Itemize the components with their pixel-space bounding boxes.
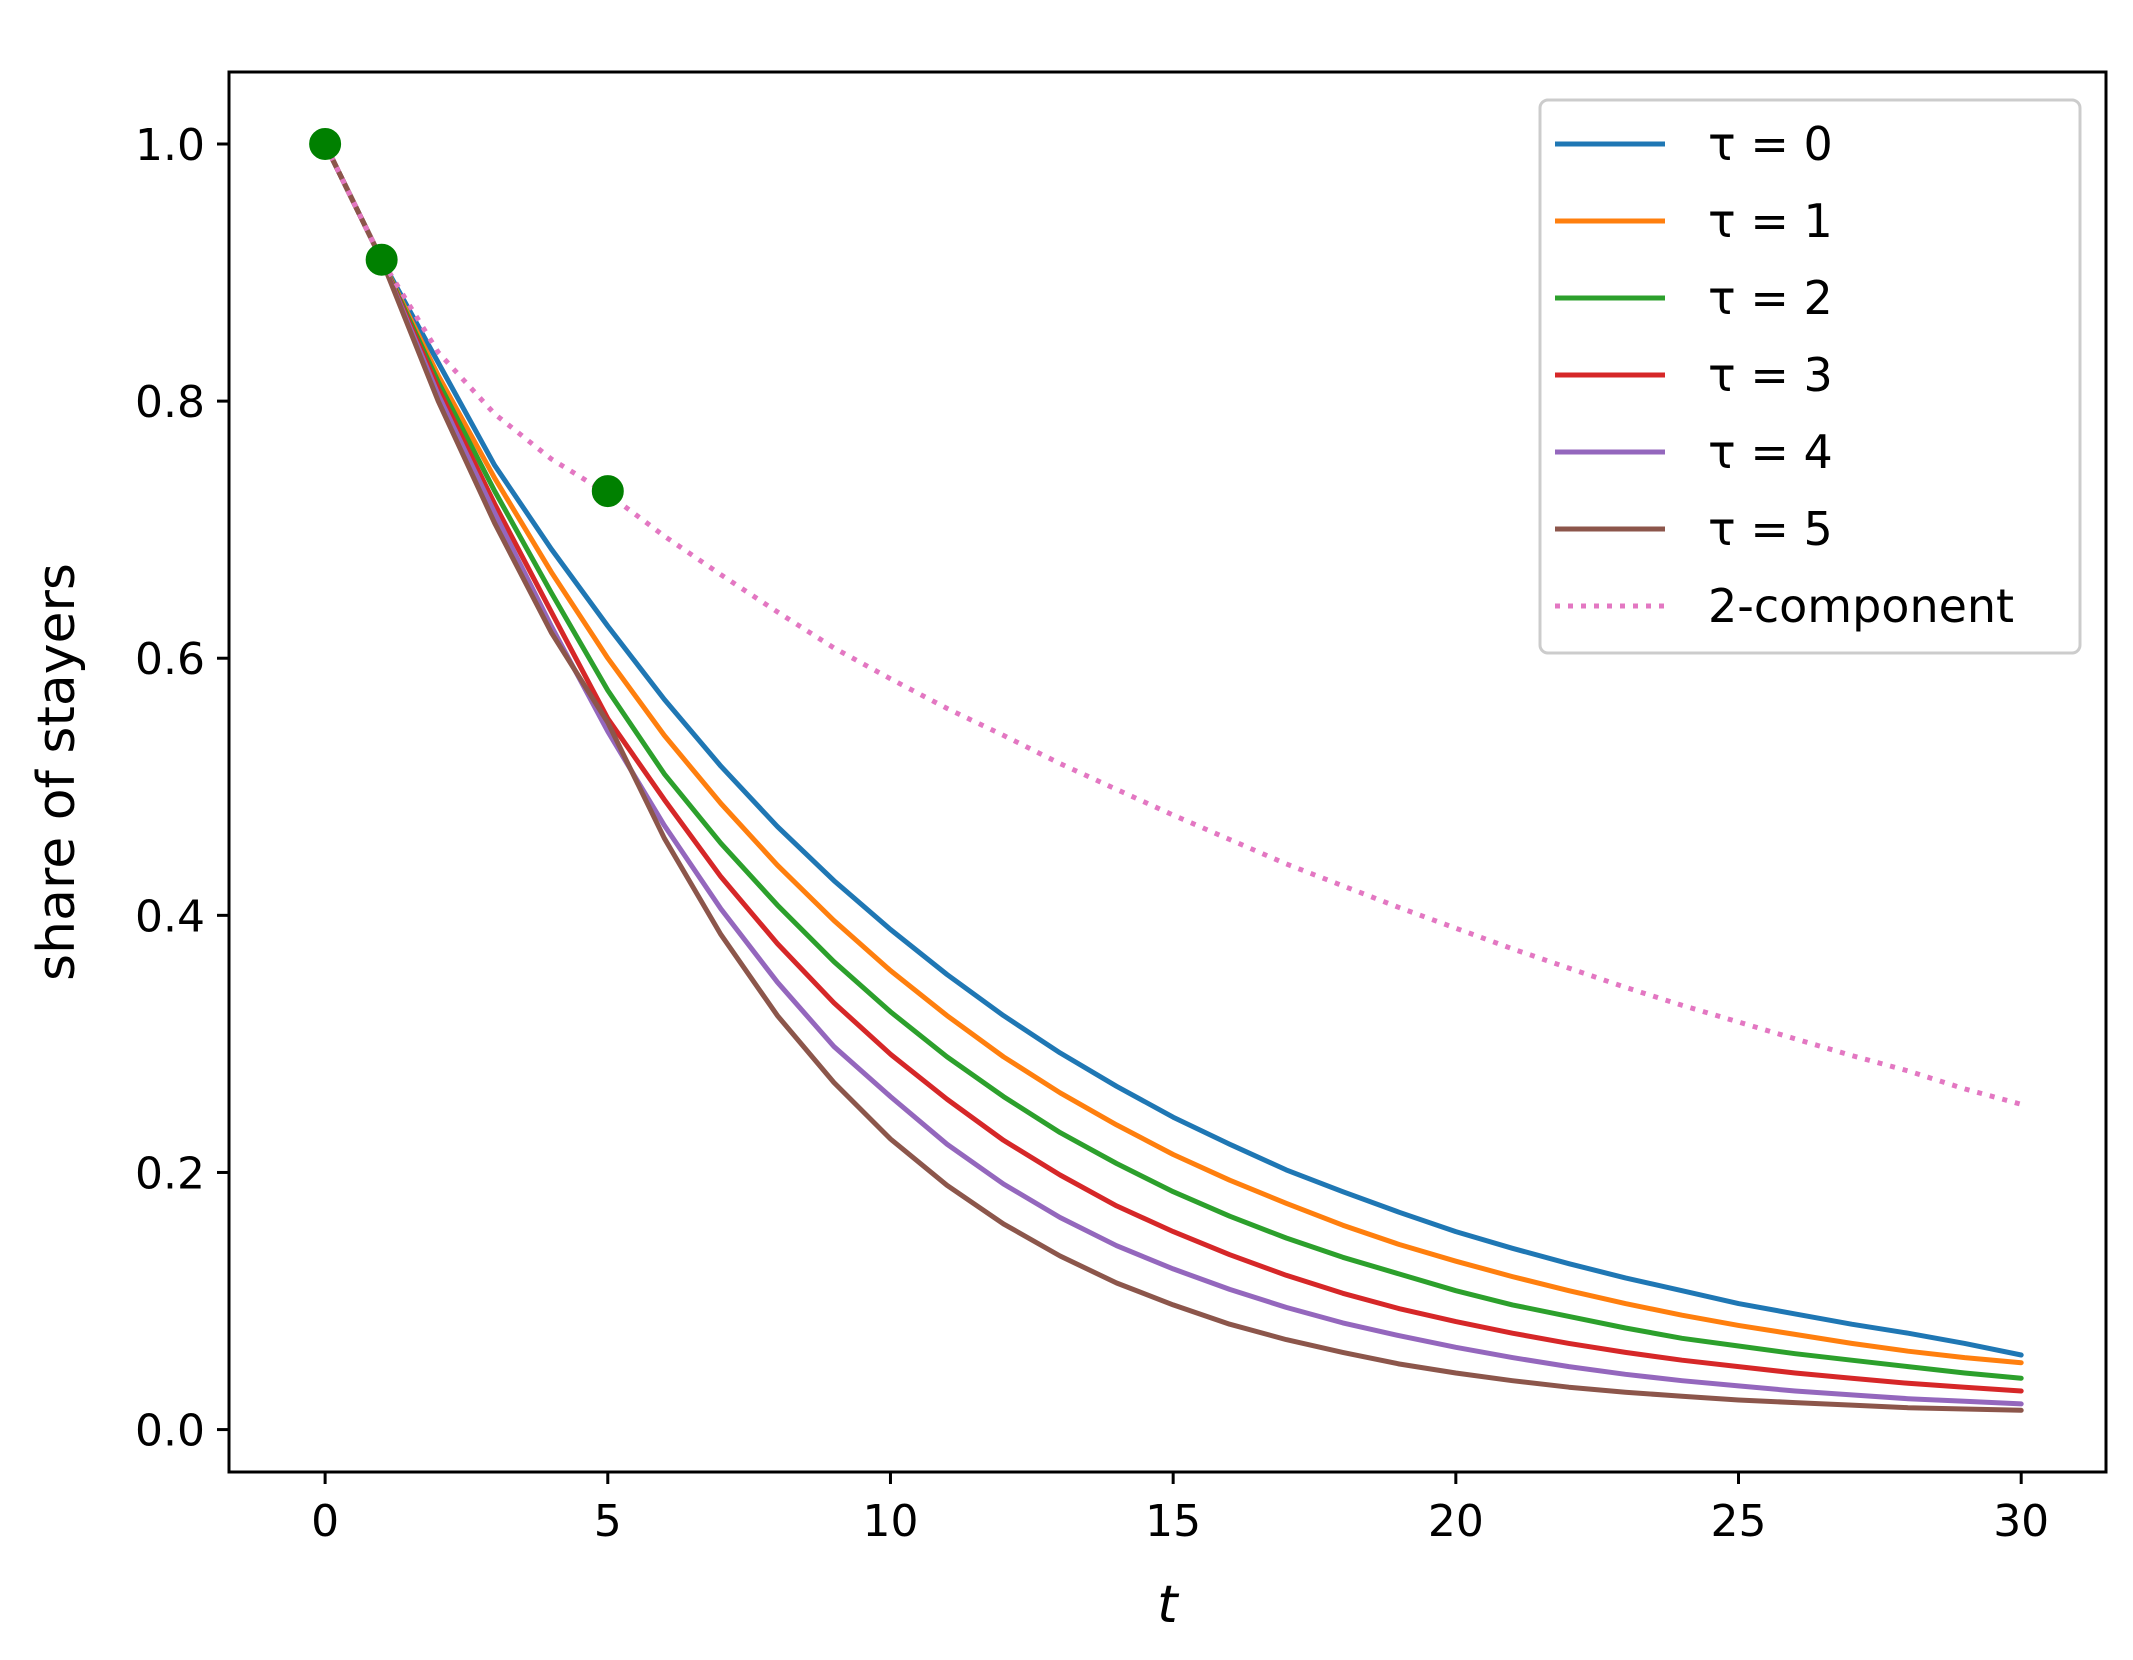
series-line-4: [322, 141, 2024, 1407]
axes: 0 5 10 15 20 25 30 0.0 0.2 0.4 0.6 0.8 1.0: [135, 70, 2108, 1547]
series-line-1: [322, 141, 2024, 1366]
x-tick-label: 25: [1711, 1496, 1767, 1547]
legend-label-5: τ = 5: [1708, 502, 1833, 556]
y-axis-title: share of stayers: [27, 563, 87, 981]
series-line-0: [322, 141, 2024, 1358]
legend-label-0: τ = 0: [1708, 117, 1833, 171]
x-tick-label: 5: [594, 1496, 622, 1547]
scatter-point-2: [591, 475, 624, 508]
plot-area: [309, 127, 2024, 1413]
y-tick-label: 0.0: [135, 1406, 205, 1457]
legend-label-2: τ = 2: [1708, 271, 1833, 325]
scatter-point-1: [365, 243, 398, 276]
scatter-point-0: [309, 127, 342, 160]
x-tick-label: 30: [1993, 1496, 2049, 1547]
legend-label-3: τ = 3: [1708, 348, 1833, 402]
x-tick-label: 0: [311, 1496, 339, 1547]
legend-box: [1538, 98, 2082, 655]
axes-frame: [227, 70, 2108, 1474]
y-tick-label: 0.2: [135, 1148, 205, 1199]
x-tick-label: 15: [1145, 1496, 1201, 1547]
x-tick-label: 20: [1428, 1496, 1484, 1547]
x-axis-title: t: [1157, 1575, 1179, 1635]
y-tick-label: 0.4: [135, 891, 205, 942]
legend-label-4: τ = 4: [1708, 425, 1833, 479]
x-tick-label: 10: [862, 1496, 918, 1547]
y-tick-label: 0.8: [135, 377, 205, 428]
plot-content: [309, 127, 2024, 1413]
legend: τ = 0 τ = 1 τ = 2 τ = 3 τ = 4 τ = 5 2-componen…: [1538, 98, 2082, 655]
legend-label-1: τ = 1: [1708, 194, 1833, 248]
y-tick-label: 0.6: [135, 634, 205, 685]
y-tick-label: 1.0: [135, 120, 205, 171]
legend-label-6: 2-component: [1708, 579, 2014, 633]
series-line-5: [322, 141, 2024, 1413]
series-line-2: [322, 141, 2024, 1381]
